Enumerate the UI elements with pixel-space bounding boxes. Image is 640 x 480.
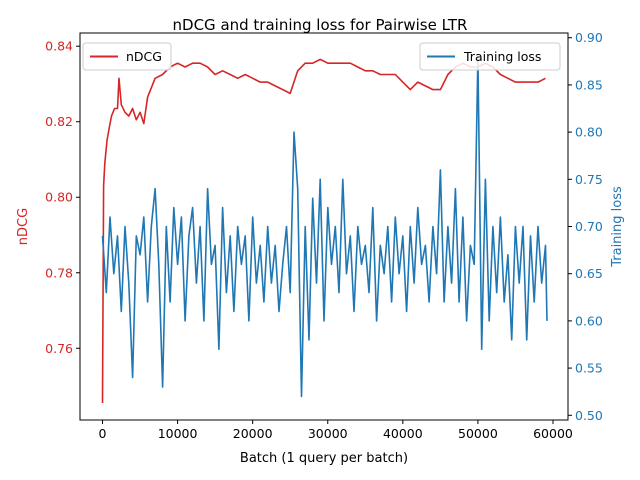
y-right-tick-label: 0.65 bbox=[575, 266, 603, 281]
legend-ndcg-box bbox=[82, 42, 172, 71]
series-line-training-loss bbox=[101, 55, 548, 398]
y-right-tick-label: 0.55 bbox=[575, 361, 603, 376]
y-right-tick-label: 0.80 bbox=[575, 125, 603, 140]
y-axis-right-label: Training loss bbox=[610, 186, 625, 268]
chart-title: nDCG and training loss for Pairwise LTR bbox=[173, 16, 468, 34]
y-axis-left-label: nDCG bbox=[16, 208, 31, 245]
x-tick-label: 0 bbox=[99, 426, 107, 441]
y-axis-left: 0.76 0.78 0.80 0.82 0.84 bbox=[45, 39, 80, 356]
y-left-tick-label: 0.82 bbox=[45, 114, 73, 129]
y-right-tick-label: 0.70 bbox=[575, 219, 603, 234]
y-right-tick-label: 0.75 bbox=[575, 172, 603, 187]
legend-training-loss-label: Training loss bbox=[463, 49, 541, 64]
y-right-tick-label: 0.90 bbox=[575, 30, 603, 45]
x-tick-label: 30000 bbox=[308, 426, 348, 441]
y-left-tick-label: 0.76 bbox=[45, 341, 73, 356]
legend-ndcg-label: nDCG bbox=[126, 49, 162, 64]
legend-training-loss-box bbox=[419, 42, 561, 71]
y-right-tick-label: 0.60 bbox=[575, 313, 603, 328]
x-tick-label: 40000 bbox=[383, 426, 423, 441]
y-left-tick-label: 0.84 bbox=[45, 39, 73, 54]
x-tick-label: 60000 bbox=[533, 426, 573, 441]
x-axis-label: Batch (1 query per batch) bbox=[240, 451, 408, 466]
x-axis: 0 10000 20000 30000 40000 50000 60000 bbox=[99, 420, 573, 441]
y-left-tick-label: 0.78 bbox=[45, 265, 73, 280]
y-right-tick-label: 0.50 bbox=[575, 408, 603, 423]
x-tick-label: 10000 bbox=[158, 426, 198, 441]
y-left-tick-label: 0.80 bbox=[45, 190, 73, 205]
legend-training-loss: Training loss bbox=[419, 42, 561, 71]
y-right-tick-label: 0.85 bbox=[575, 77, 603, 92]
x-tick-label: 20000 bbox=[233, 426, 273, 441]
legend-ndcg: nDCG bbox=[82, 42, 172, 71]
x-tick-label: 50000 bbox=[458, 426, 498, 441]
y-axis-right: 0.50 0.55 0.60 0.65 0.70 0.75 0.80 0.85 0.90 bbox=[568, 30, 603, 423]
